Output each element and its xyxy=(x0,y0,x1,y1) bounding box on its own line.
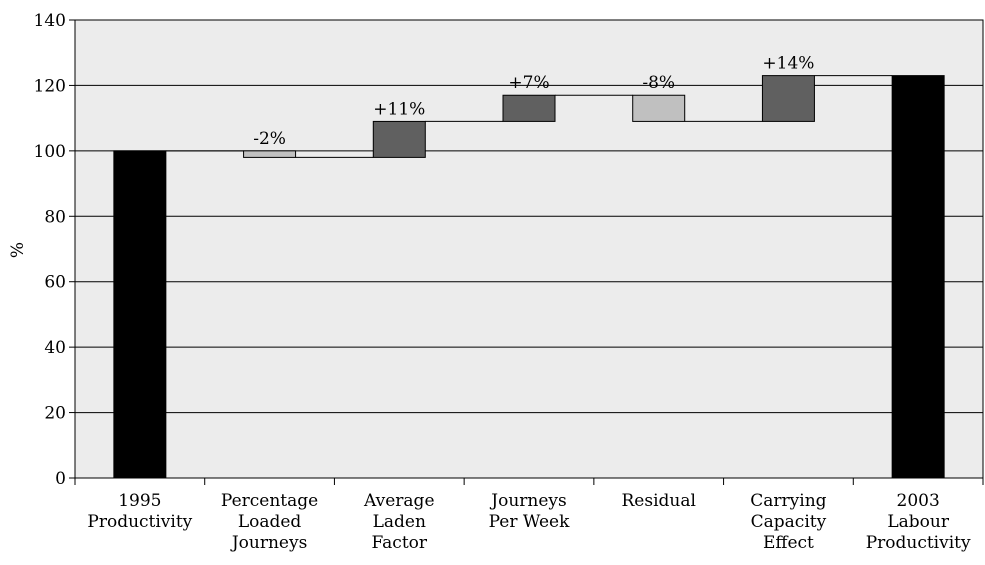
y-tick-label: 100 xyxy=(34,142,66,162)
x-category-label: Loaded xyxy=(238,512,302,532)
bar-increase xyxy=(761,75,815,122)
y-axis-title: % xyxy=(8,242,28,258)
data-label: -2% xyxy=(253,129,286,149)
bar-total xyxy=(891,75,945,479)
x-category-label: Effect xyxy=(763,533,814,553)
x-category-label: Residual xyxy=(621,491,695,511)
y-tick-label: 0 xyxy=(55,469,66,489)
data-label: -8% xyxy=(642,73,675,93)
bar-decrease xyxy=(243,150,297,158)
connector-lines xyxy=(165,75,893,158)
bars xyxy=(113,75,945,479)
x-category-label: Laden xyxy=(373,512,426,532)
data-labels: -2% +11% +7% -8% +14% xyxy=(253,54,814,149)
data-label: +14% xyxy=(762,54,814,74)
x-category-label: Journeys xyxy=(230,533,307,553)
y-tick-label: 40 xyxy=(44,338,66,358)
x-category-label: 1995 xyxy=(118,491,161,511)
x-category-label: Capacity xyxy=(751,512,827,532)
data-label: +7% xyxy=(508,73,549,93)
bar-total xyxy=(113,150,167,479)
x-axis: 1995ProductivityPercentageLoadedJourneys… xyxy=(74,478,984,553)
x-category-label: Productivity xyxy=(866,533,971,553)
x-category-label: 2003 xyxy=(897,491,940,511)
x-category-label: Per Week xyxy=(489,512,570,532)
x-category-label: Percentage xyxy=(221,491,318,511)
x-category-label: Journeys xyxy=(489,491,566,511)
x-category-label: Factor xyxy=(372,533,428,553)
y-tick-label: 60 xyxy=(44,273,66,293)
y-tick-label: 140 xyxy=(34,11,66,31)
x-category-label: Labour xyxy=(887,512,949,532)
y-axis: 0 20 40 60 80 100 120 140 xyxy=(34,11,75,489)
bar-decrease xyxy=(632,94,686,122)
x-category-label: Productivity xyxy=(87,512,192,532)
y-tick-label: 80 xyxy=(44,207,66,227)
x-category-label: Average xyxy=(363,491,434,511)
data-label: +11% xyxy=(373,99,425,119)
x-category-label: Carrying xyxy=(750,491,826,511)
bar-increase xyxy=(372,120,426,158)
y-tick-label: 20 xyxy=(44,404,66,424)
y-tick-label: 120 xyxy=(34,76,66,96)
bar-increase xyxy=(502,94,556,122)
